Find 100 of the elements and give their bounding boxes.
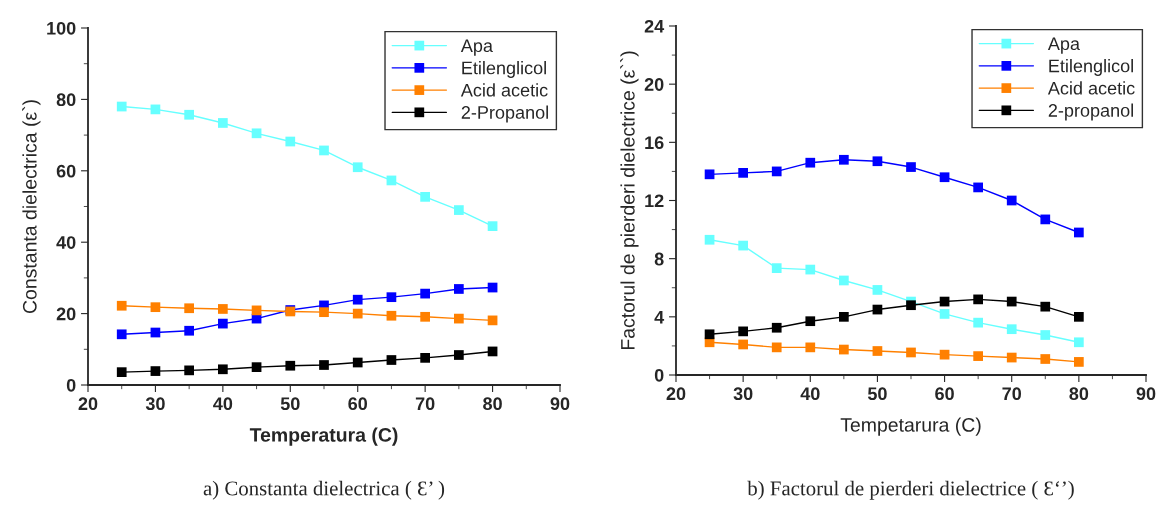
x-tick-label: 60 xyxy=(935,387,954,401)
x-axis-title: Tempetarura (C) xyxy=(840,417,981,436)
point xyxy=(352,162,363,173)
x-tick-label: 30 xyxy=(733,387,753,401)
point xyxy=(116,367,127,378)
y-axis-title: Constanta dielectrica (ε`) xyxy=(22,100,41,314)
point xyxy=(973,294,983,305)
point xyxy=(487,221,498,231)
y-tick-label: 0 xyxy=(66,378,76,392)
point xyxy=(184,303,194,314)
y-tick-label: 16 xyxy=(645,136,664,150)
point xyxy=(1006,296,1017,307)
y-tick-label: 0 xyxy=(654,368,664,382)
point xyxy=(1074,337,1084,348)
point xyxy=(386,292,397,303)
y-tick-label: 12 xyxy=(645,194,664,208)
point xyxy=(352,308,363,319)
point xyxy=(906,300,916,311)
legend-label: 2-propanol xyxy=(1048,103,1133,121)
point xyxy=(352,294,363,305)
point xyxy=(1040,330,1051,340)
text: a) Constanta dielectrica ( Ɛ’ ) xyxy=(203,480,445,500)
point xyxy=(1040,214,1051,225)
point xyxy=(738,339,748,350)
legend-label: Apa xyxy=(460,39,493,56)
point xyxy=(1040,354,1051,364)
point xyxy=(454,313,464,324)
point xyxy=(454,205,464,215)
legend-label: 2-Propanol xyxy=(461,105,548,123)
point xyxy=(973,317,983,328)
point xyxy=(184,109,194,120)
point xyxy=(184,365,194,376)
point xyxy=(872,156,883,167)
point xyxy=(420,288,430,299)
point xyxy=(939,349,950,360)
point xyxy=(218,118,228,128)
x-tick-label: 20 xyxy=(78,397,98,411)
legend-label: Acid acetic xyxy=(1047,81,1135,95)
point xyxy=(839,154,849,165)
point xyxy=(1006,324,1017,335)
point xyxy=(116,101,127,112)
y-tick-label: 100 xyxy=(47,21,76,35)
point xyxy=(738,326,748,337)
legend-label: Acid acetic xyxy=(460,83,548,97)
point xyxy=(738,168,748,178)
point xyxy=(704,329,715,340)
point xyxy=(805,264,816,275)
point xyxy=(319,145,329,156)
x-tick-label: 50 xyxy=(867,387,887,401)
point xyxy=(939,172,950,183)
point xyxy=(319,360,329,370)
legend-label: Etilenglicol xyxy=(1049,59,1133,76)
point xyxy=(251,128,262,139)
point xyxy=(1006,195,1017,206)
point xyxy=(839,344,849,355)
x-tick-label: 40 xyxy=(213,397,233,411)
x-axis-title: Temperatura (C) xyxy=(249,427,398,446)
point xyxy=(420,192,430,202)
point xyxy=(704,169,715,180)
x-tick-label: 50 xyxy=(280,397,300,411)
y-tick-label: 60 xyxy=(56,164,76,178)
point xyxy=(352,357,363,368)
point xyxy=(454,350,464,360)
point xyxy=(872,285,883,295)
point xyxy=(1074,311,1084,322)
x-tick-label: 40 xyxy=(800,387,820,401)
text: b) Factorul de pierderi dielectrice ( Ɛ‘’) xyxy=(747,480,1074,500)
point xyxy=(738,240,748,251)
y-tick-label: 20 xyxy=(644,78,664,91)
x-tick-label: 80 xyxy=(483,397,502,411)
point xyxy=(184,325,194,336)
x-tick-label: 90 xyxy=(1136,387,1156,401)
legend-label: Apa xyxy=(1047,37,1080,54)
point xyxy=(116,300,127,311)
point xyxy=(420,353,430,363)
point xyxy=(839,275,849,286)
point xyxy=(872,346,883,356)
y-tick-label: 40 xyxy=(56,236,76,249)
point xyxy=(1074,357,1084,367)
point xyxy=(1074,227,1084,238)
x-tick-label: 30 xyxy=(145,397,165,411)
point xyxy=(939,309,950,319)
point xyxy=(386,310,397,321)
point xyxy=(420,311,430,322)
point xyxy=(771,166,782,177)
x-tick-label: 60 xyxy=(348,397,368,411)
point xyxy=(805,157,816,168)
y-tick-label: 24 xyxy=(644,19,665,33)
point xyxy=(218,318,228,329)
point xyxy=(805,316,816,327)
point xyxy=(1006,352,1017,363)
point xyxy=(973,182,983,193)
x-tick-label: 90 xyxy=(550,397,570,411)
point xyxy=(771,322,782,333)
x-tick-label: 70 xyxy=(1002,387,1022,401)
point xyxy=(319,307,329,318)
point xyxy=(454,284,464,294)
point xyxy=(906,162,916,172)
x-tick-label: 70 xyxy=(415,397,435,411)
y-tick-label: 4 xyxy=(654,310,665,324)
